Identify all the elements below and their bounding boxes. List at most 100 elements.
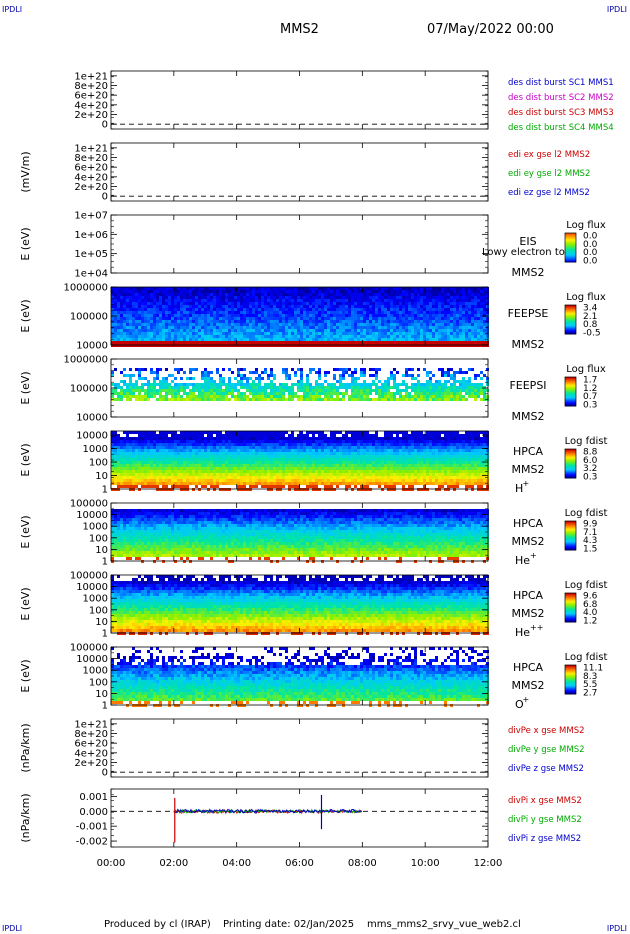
y-axis-label: (nPa/km) xyxy=(19,793,32,842)
colorbar-tick: 0.7 xyxy=(583,392,597,402)
y-tick-label: 1000 xyxy=(83,666,108,677)
colorbar-tick: 1.7 xyxy=(583,376,597,386)
colorbar xyxy=(564,304,577,335)
y-tick-label: 4e+20 xyxy=(74,172,108,183)
instrument-label: FEEPSI xyxy=(509,379,546,392)
colorbar-title: Log fdist xyxy=(565,580,608,591)
y-tick-label: 100000 xyxy=(70,312,108,323)
y-tick-label: 10 xyxy=(95,689,108,700)
instrument-label: MMS2 xyxy=(512,266,545,279)
colorbar-title: Log fdist xyxy=(565,652,608,663)
y-tick-label: 2e+20 xyxy=(74,110,108,121)
instrument-label: MMS2 xyxy=(512,535,545,548)
y-tick-label: 10000 xyxy=(76,654,108,665)
colorbar-tick: 1.2 xyxy=(583,617,597,627)
y-tick-label: 1 xyxy=(102,485,108,496)
corner-label-top-left: IPDLI xyxy=(2,5,23,14)
species-label: He xyxy=(515,626,530,639)
species-charge: + xyxy=(523,479,530,488)
y-axis-label: E (eV) xyxy=(19,515,32,548)
y-tick-label: 1000 xyxy=(83,594,108,605)
colorbar-title: Log flux xyxy=(566,364,606,375)
panel-feeps-e: 1000000 100000 10000 E (eV) FEEPSE MMS2 Log fl… xyxy=(19,283,606,352)
colorbar-tick: 7.1 xyxy=(583,528,597,538)
y-tick-label: 10000 xyxy=(76,341,108,352)
instrument-label: MMS2 xyxy=(512,410,545,423)
x-tick-label: 10:00 xyxy=(411,858,440,869)
colorbar-tick: 9.6 xyxy=(583,592,598,602)
y-tick-label: 0.000 xyxy=(79,807,108,818)
legend-entry: divPi x gse MMS2 xyxy=(508,796,582,806)
footer-produced: Produced by cl (IRAP) xyxy=(104,919,211,930)
colorbar-tick: -0.5 xyxy=(583,329,601,339)
spectrogram-hpca-he xyxy=(111,509,489,563)
spectrogram-hpca-h xyxy=(111,431,489,491)
y-tick-label: 1e+21 xyxy=(74,71,108,82)
colorbar xyxy=(564,232,577,263)
y-tick-label: 10000 xyxy=(76,582,108,593)
y-tick-label: 1e+06 xyxy=(74,230,108,241)
instrument-label: MMS2 xyxy=(512,338,545,351)
colorbar-tick: 0.0 xyxy=(583,257,598,267)
y-tick-label: 100000 xyxy=(70,643,108,654)
y-tick-label: 100 xyxy=(89,533,108,544)
y-tick-label: 8e+20 xyxy=(74,81,108,92)
panel-eis: 1e+07 1e+06 1e+05 1e+04 E (eV) EIS MMS2 Lowy el… xyxy=(19,211,606,280)
y-axis-label: E (eV) xyxy=(19,371,32,404)
colorbar-tick: 6.0 xyxy=(583,456,598,466)
y-axis-label: (nPa/km) xyxy=(19,723,32,772)
species-charge: + xyxy=(523,695,530,704)
legend-entry: des dist burst SC2 MMS2 xyxy=(508,93,614,103)
colorbar-tick: 0.0 xyxy=(583,240,598,250)
panel-feeps-i: 1000000 100000 10000 E (eV) FEEPSI MMS2 Log fl… xyxy=(19,355,606,424)
y-tick-label: 6e+20 xyxy=(74,739,108,750)
y-tick-label: 0 xyxy=(102,192,108,203)
species-label: He xyxy=(515,554,530,567)
spectrogram-hpca-he2 xyxy=(111,575,489,635)
date-title: 07/May/2022 00:00 xyxy=(427,22,554,37)
y-tick-label: 1000000 xyxy=(63,283,108,294)
x-tick-label: 04:00 xyxy=(222,858,251,869)
panel-frame xyxy=(110,718,489,778)
legend-entry: edi ey gse l2 MMS2 xyxy=(508,169,590,179)
colorbar xyxy=(564,664,577,695)
footer-printing-date: Printing date: 02/Jan/2025 xyxy=(223,919,355,930)
y-tick-label: 10000 xyxy=(76,431,108,442)
spectrogram-hpca-o xyxy=(111,647,489,707)
instrument-label: HPCA xyxy=(513,517,544,530)
y-tick-label: 1e+05 xyxy=(74,249,108,260)
instrument-label: EIS xyxy=(519,235,536,248)
colorbar xyxy=(564,592,577,623)
y-tick-label: 2e+20 xyxy=(74,182,108,193)
y-tick-label: 1000 xyxy=(83,444,108,455)
legend-entry: edi ex gse l2 MMS2 xyxy=(508,150,590,160)
y-tick-label: 1000 xyxy=(83,522,108,533)
corner-label-bottom-right: IPDLI xyxy=(606,924,627,933)
colorbar-tick: 5.5 xyxy=(583,680,597,690)
y-tick-label: 100 xyxy=(89,458,108,469)
y-tick-label: 1e+07 xyxy=(74,211,108,222)
y-axis-label: E (eV) xyxy=(19,443,32,476)
colorbar-tick: 0.3 xyxy=(583,473,597,483)
colorbar-tick: 2.1 xyxy=(583,312,597,322)
legend-entry: edi ez gse l2 MMS2 xyxy=(508,188,590,198)
instrument-label: MMS2 xyxy=(512,679,545,692)
corner-label-top-right: IPDLI xyxy=(606,5,627,14)
y-axis-label: E (eV) xyxy=(19,659,32,692)
y-tick-label: 0 xyxy=(102,120,108,131)
y-tick-label: 100 xyxy=(89,605,108,616)
instrument-label: MMS2 xyxy=(512,607,545,620)
species-charge: ++ xyxy=(530,623,543,632)
y-tick-label: 8e+20 xyxy=(74,153,108,164)
species-label: O xyxy=(515,698,524,711)
y-tick-label: 10 xyxy=(95,617,108,628)
y-tick-label: 0 xyxy=(102,768,108,779)
colorbar-tick: 6.8 xyxy=(583,600,598,610)
y-tick-label: 10 xyxy=(95,471,108,482)
instrument-label: MMS2 xyxy=(512,463,545,476)
y-tick-label: 0.001 xyxy=(79,792,108,803)
y-tick-label: 10 xyxy=(95,545,108,556)
